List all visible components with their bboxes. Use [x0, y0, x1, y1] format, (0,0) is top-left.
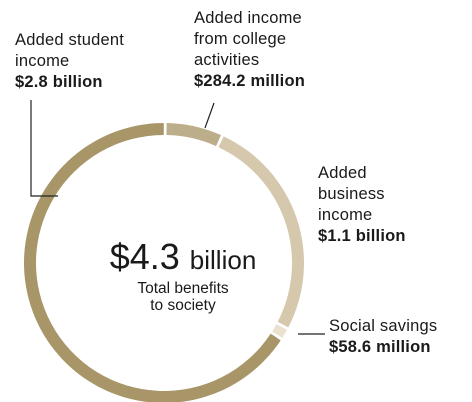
business-income-label-line-1: Added — [318, 164, 367, 182]
total-amount: $4.3 — [109, 236, 180, 277]
slice-business-income — [218, 136, 305, 328]
business-income-value: $1.1 billion — [318, 227, 406, 245]
center-total: $4.3 billion Total benefits to society — [93, 237, 273, 315]
slice-social-savings — [272, 324, 287, 338]
total-benefits-value: $4.3 billion — [93, 237, 273, 280]
student-income-label-line-2: income — [15, 52, 70, 70]
college-activities-label-line-2: from college — [194, 30, 287, 48]
business-income-label-line-3: income — [318, 206, 373, 224]
college-activities-label-line-3: activities — [194, 51, 260, 69]
label-student-income: Added student income $2.8 billion — [15, 30, 124, 93]
label-college-activities: Added income from college activities $28… — [194, 8, 305, 92]
leader-line-student — [30, 100, 58, 197]
leader-lines — [30, 100, 325, 335]
leader-line-college — [204, 102, 215, 129]
social-savings-label-line-1: Social savings — [329, 317, 438, 335]
label-social-savings: Social savings $58.6 million — [329, 316, 437, 358]
total-subtitle-line-1: Total benefits — [137, 280, 229, 297]
college-activities-value: $284.2 million — [194, 72, 306, 90]
label-business-income: Added business income $1.1 billion — [318, 163, 406, 247]
social-savings-value: $58.6 million — [329, 338, 431, 356]
donut-slices — [24, 123, 305, 402]
business-income-label-line-2: business — [318, 185, 385, 203]
student-income-label-line-1: Added student — [15, 31, 125, 49]
college-activities-label-line-1: Added income — [194, 9, 302, 27]
total-unit: billion — [189, 245, 257, 275]
total-subtitle-line-2: to society — [150, 297, 216, 314]
student-income-value: $2.8 billion — [15, 73, 103, 91]
slice-college-activities — [166, 123, 221, 147]
